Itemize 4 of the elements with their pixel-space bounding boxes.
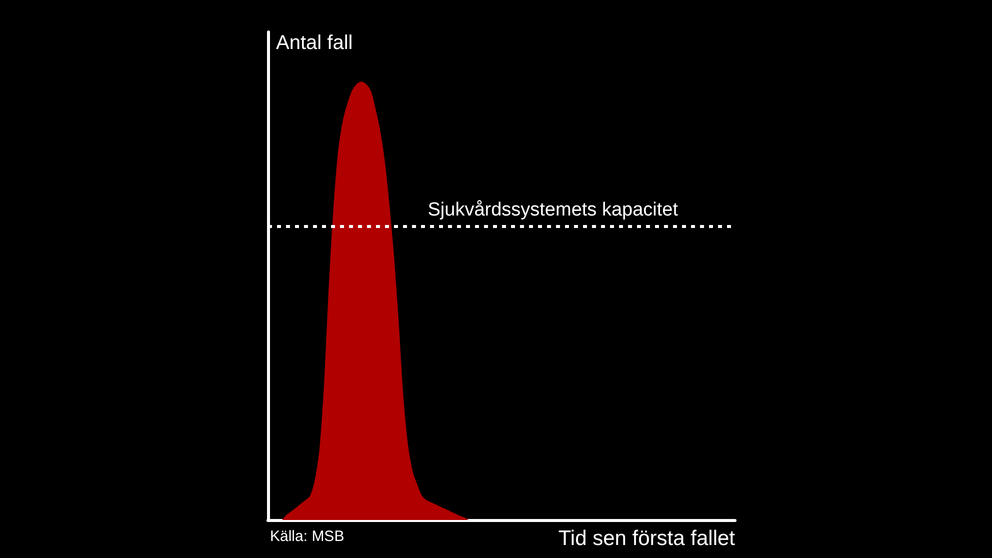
x-axis-title: Tid sen första fallet [558,527,736,550]
y-axis-title: Antal fall [276,32,353,54]
ref-line-label: Sjukvårdssystemets kapacitet [428,199,679,220]
text: Källa: MSB [270,528,344,545]
